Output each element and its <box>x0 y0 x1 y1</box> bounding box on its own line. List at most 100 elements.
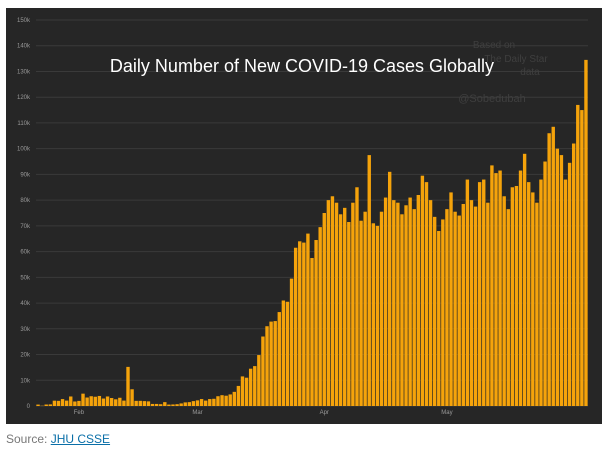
y-tick-label: 10k <box>20 378 31 384</box>
bar <box>359 220 363 406</box>
bar <box>567 162 572 406</box>
bar <box>114 399 118 406</box>
source-link[interactable]: JHU CSSE <box>50 432 111 446</box>
bar <box>298 241 302 406</box>
bar <box>322 213 326 406</box>
bar <box>203 400 208 406</box>
bar <box>486 202 490 406</box>
bar <box>240 376 245 406</box>
bar <box>343 207 347 406</box>
bar <box>85 397 89 406</box>
y-tick-labels: 0 10k 20k 30k 40k 50k 60k 70k 80k 90k 100k 110k 120k… <box>17 18 31 410</box>
bar <box>175 404 179 406</box>
watermark-text: @Sobedubah <box>458 93 525 105</box>
bar <box>441 219 445 406</box>
bar <box>224 395 228 406</box>
bar <box>73 401 77 406</box>
bar <box>326 200 331 406</box>
bar <box>563 179 568 406</box>
bar <box>253 366 257 406</box>
bar <box>334 202 339 406</box>
bar <box>48 404 53 406</box>
bar <box>482 179 486 406</box>
bar <box>347 222 351 406</box>
bar <box>195 400 200 406</box>
bar <box>396 202 400 406</box>
bar <box>387 171 392 406</box>
bar <box>465 179 470 406</box>
bar <box>330 196 335 406</box>
y-tick-label: 80k <box>20 198 31 204</box>
bar <box>522 153 527 406</box>
bar <box>191 401 196 406</box>
bar <box>159 404 163 406</box>
y-tick-label: 110k <box>17 121 31 127</box>
bar <box>179 403 183 406</box>
bar <box>477 182 482 406</box>
bar <box>310 258 314 406</box>
bar <box>490 165 494 406</box>
bar <box>555 148 560 407</box>
bar <box>392 200 396 406</box>
bar <box>571 143 576 406</box>
bar <box>216 396 220 406</box>
bar <box>363 211 367 406</box>
bar <box>424 182 429 406</box>
x-tick-label: Mar <box>192 410 202 416</box>
bar <box>77 400 81 406</box>
bar <box>473 206 478 406</box>
x-tick-label: Apr <box>320 410 329 416</box>
bar <box>314 240 318 406</box>
bar <box>81 393 85 406</box>
bar <box>576 104 580 407</box>
y-tick-label: 150k <box>17 18 31 24</box>
bar <box>408 197 412 406</box>
bar <box>261 336 265 406</box>
bar <box>154 403 159 406</box>
bar <box>432 216 437 406</box>
bar <box>130 389 134 406</box>
bar <box>302 242 306 406</box>
bar <box>52 400 57 406</box>
chart-frame: 0 10k 20k 30k 40k 50k 60k 70k 80k 90k 100k 110k 120k… <box>6 8 602 424</box>
bar <box>543 161 547 406</box>
bar <box>171 404 175 406</box>
bar <box>150 403 155 406</box>
bar <box>183 402 187 406</box>
bar <box>375 225 380 406</box>
bar <box>138 400 142 406</box>
bar <box>97 395 102 406</box>
y-tick-label: 30k <box>20 327 31 333</box>
y-tick-label: 100k <box>17 147 31 153</box>
bar <box>236 385 241 406</box>
bar <box>109 398 114 406</box>
y-tick-label: 0 <box>27 404 31 410</box>
bar <box>93 396 97 406</box>
bar <box>502 196 506 406</box>
bar <box>551 126 555 406</box>
bar <box>36 404 40 406</box>
y-tick-label: 90k <box>20 172 31 178</box>
bar <box>293 247 298 406</box>
bar <box>220 395 224 406</box>
bar <box>518 170 523 406</box>
bar <box>539 179 543 406</box>
chart-svg: 0 10k 20k 30k 40k 50k 60k 70k 80k 90k 100k 110k 120k… <box>6 8 602 424</box>
bar <box>412 209 416 406</box>
bar <box>351 202 355 406</box>
y-tick-label: 40k <box>20 301 31 307</box>
bar <box>56 400 61 406</box>
source-line: Source: JHU CSSE <box>6 432 110 446</box>
y-tick-label: 120k <box>17 95 31 101</box>
y-tick-label: 140k <box>17 44 31 50</box>
y-tick-label: 50k <box>20 275 31 281</box>
bar <box>60 399 65 406</box>
x-tick-label: May <box>441 410 452 416</box>
bar <box>122 400 126 406</box>
y-tick-label: 70k <box>20 224 31 230</box>
bar <box>428 200 433 406</box>
x-tick-labels: Feb Mar Apr May <box>74 410 453 416</box>
bar <box>163 402 167 406</box>
bar <box>355 187 359 406</box>
x-tick-label: Feb <box>74 410 85 416</box>
